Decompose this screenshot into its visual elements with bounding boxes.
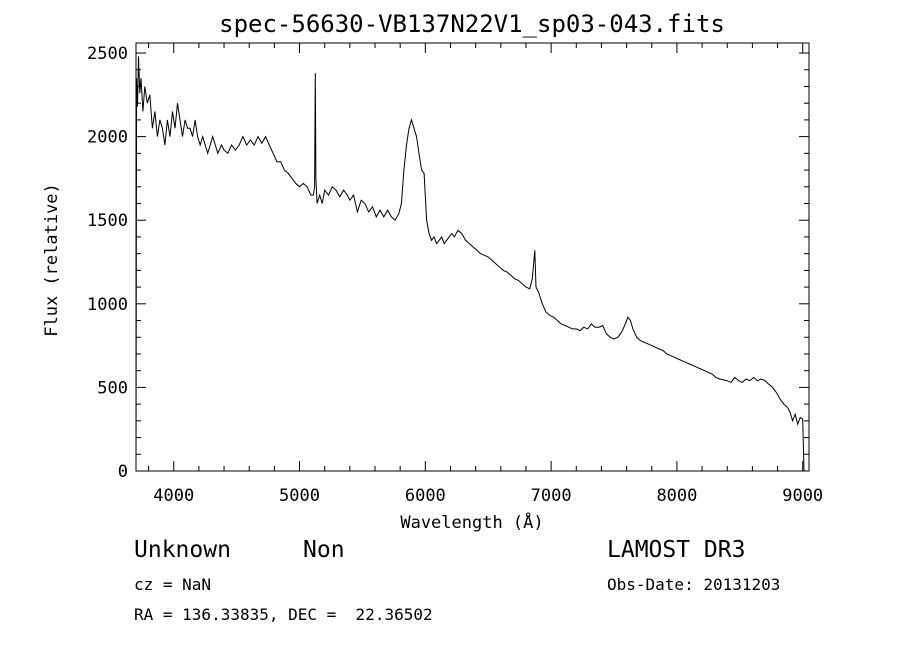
- subclass-text: Non: [303, 537, 345, 563]
- spectrum-line-0: [135, 56, 805, 472]
- y-axis-ticks: 0 500 1000 1500 2000 2500: [87, 44, 809, 482]
- survey-text: LAMOST DR3: [607, 537, 746, 563]
- series-layer: [135, 56, 805, 472]
- y-tick-label: 2000: [87, 128, 128, 148]
- classification-text: Unknown: [134, 537, 231, 563]
- y-tick-label: 500: [97, 378, 128, 398]
- plot-frame: [135, 42, 810, 472]
- y-tick-label: 1500: [87, 211, 128, 231]
- obs-date-text: Obs-Date: 20131203: [607, 575, 781, 594]
- x-tick-label: 8000: [656, 486, 697, 506]
- y-axis-label: Flux (relative): [42, 183, 62, 337]
- y-tick-label: 2500: [87, 44, 128, 64]
- x-tick-label: 9000: [782, 486, 823, 506]
- x-tick-label: 5000: [279, 486, 320, 506]
- x-tick-label: 4000: [153, 486, 194, 506]
- x-axis-label: Wavelength (Å): [400, 511, 543, 533]
- x-axis-ticks: 4000 5000 6000 7000 8000 9000: [148, 43, 823, 506]
- redshift-text: cz = NaN: [134, 575, 212, 594]
- y-tick-label: 0: [118, 462, 128, 482]
- coordinates-text: RA = 136.33835, DEC = 22.36502: [134, 605, 433, 624]
- plot-border: [135, 42, 810, 472]
- chart-title: spec-56630-VB137N22V1_sp03-043.fits: [219, 10, 725, 38]
- y-tick-label: 1000: [87, 295, 128, 315]
- x-tick-label: 6000: [405, 486, 446, 506]
- x-tick-label: 7000: [531, 486, 572, 506]
